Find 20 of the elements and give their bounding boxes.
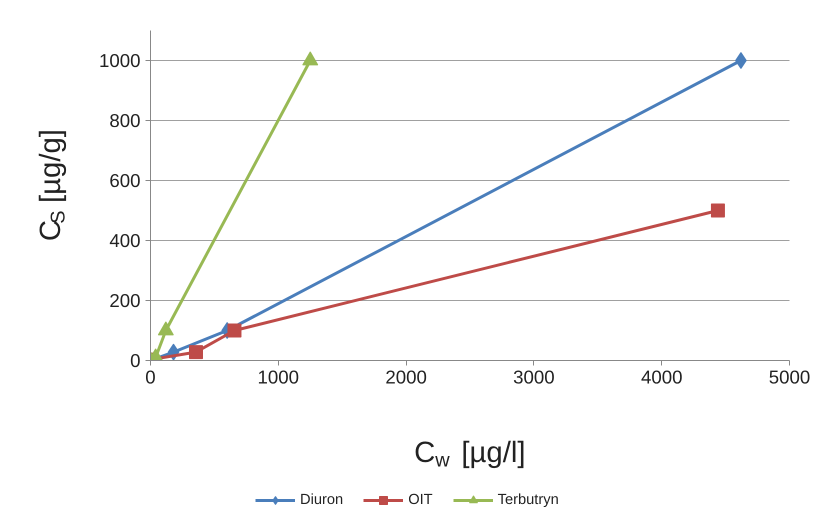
y-tick-label: 800 bbox=[109, 110, 141, 131]
x-tick-label: 5000 bbox=[768, 366, 810, 388]
y-tick-label: 0 bbox=[130, 350, 141, 371]
y-tick-label: 200 bbox=[109, 290, 141, 311]
x-tick-label: 1000 bbox=[258, 366, 300, 388]
y-axis-title: CS [µg/g] bbox=[34, 129, 70, 242]
legend-label: OIT bbox=[408, 492, 433, 508]
legend-label: Diuron bbox=[300, 492, 344, 508]
x-tick-label: 3000 bbox=[513, 366, 555, 388]
point bbox=[735, 52, 747, 69]
y-tick-label: 600 bbox=[109, 170, 141, 191]
x-tick-label: 0 bbox=[145, 366, 156, 388]
y-tick-label: 400 bbox=[109, 230, 141, 251]
x-tick-label: 2000 bbox=[385, 366, 427, 388]
x-tick-label: 4000 bbox=[640, 366, 682, 388]
point bbox=[227, 324, 242, 338]
point bbox=[188, 345, 203, 360]
legend-label: Terbutryn bbox=[498, 492, 559, 508]
y-tick-label: 1000 bbox=[98, 50, 141, 71]
point bbox=[710, 204, 725, 218]
